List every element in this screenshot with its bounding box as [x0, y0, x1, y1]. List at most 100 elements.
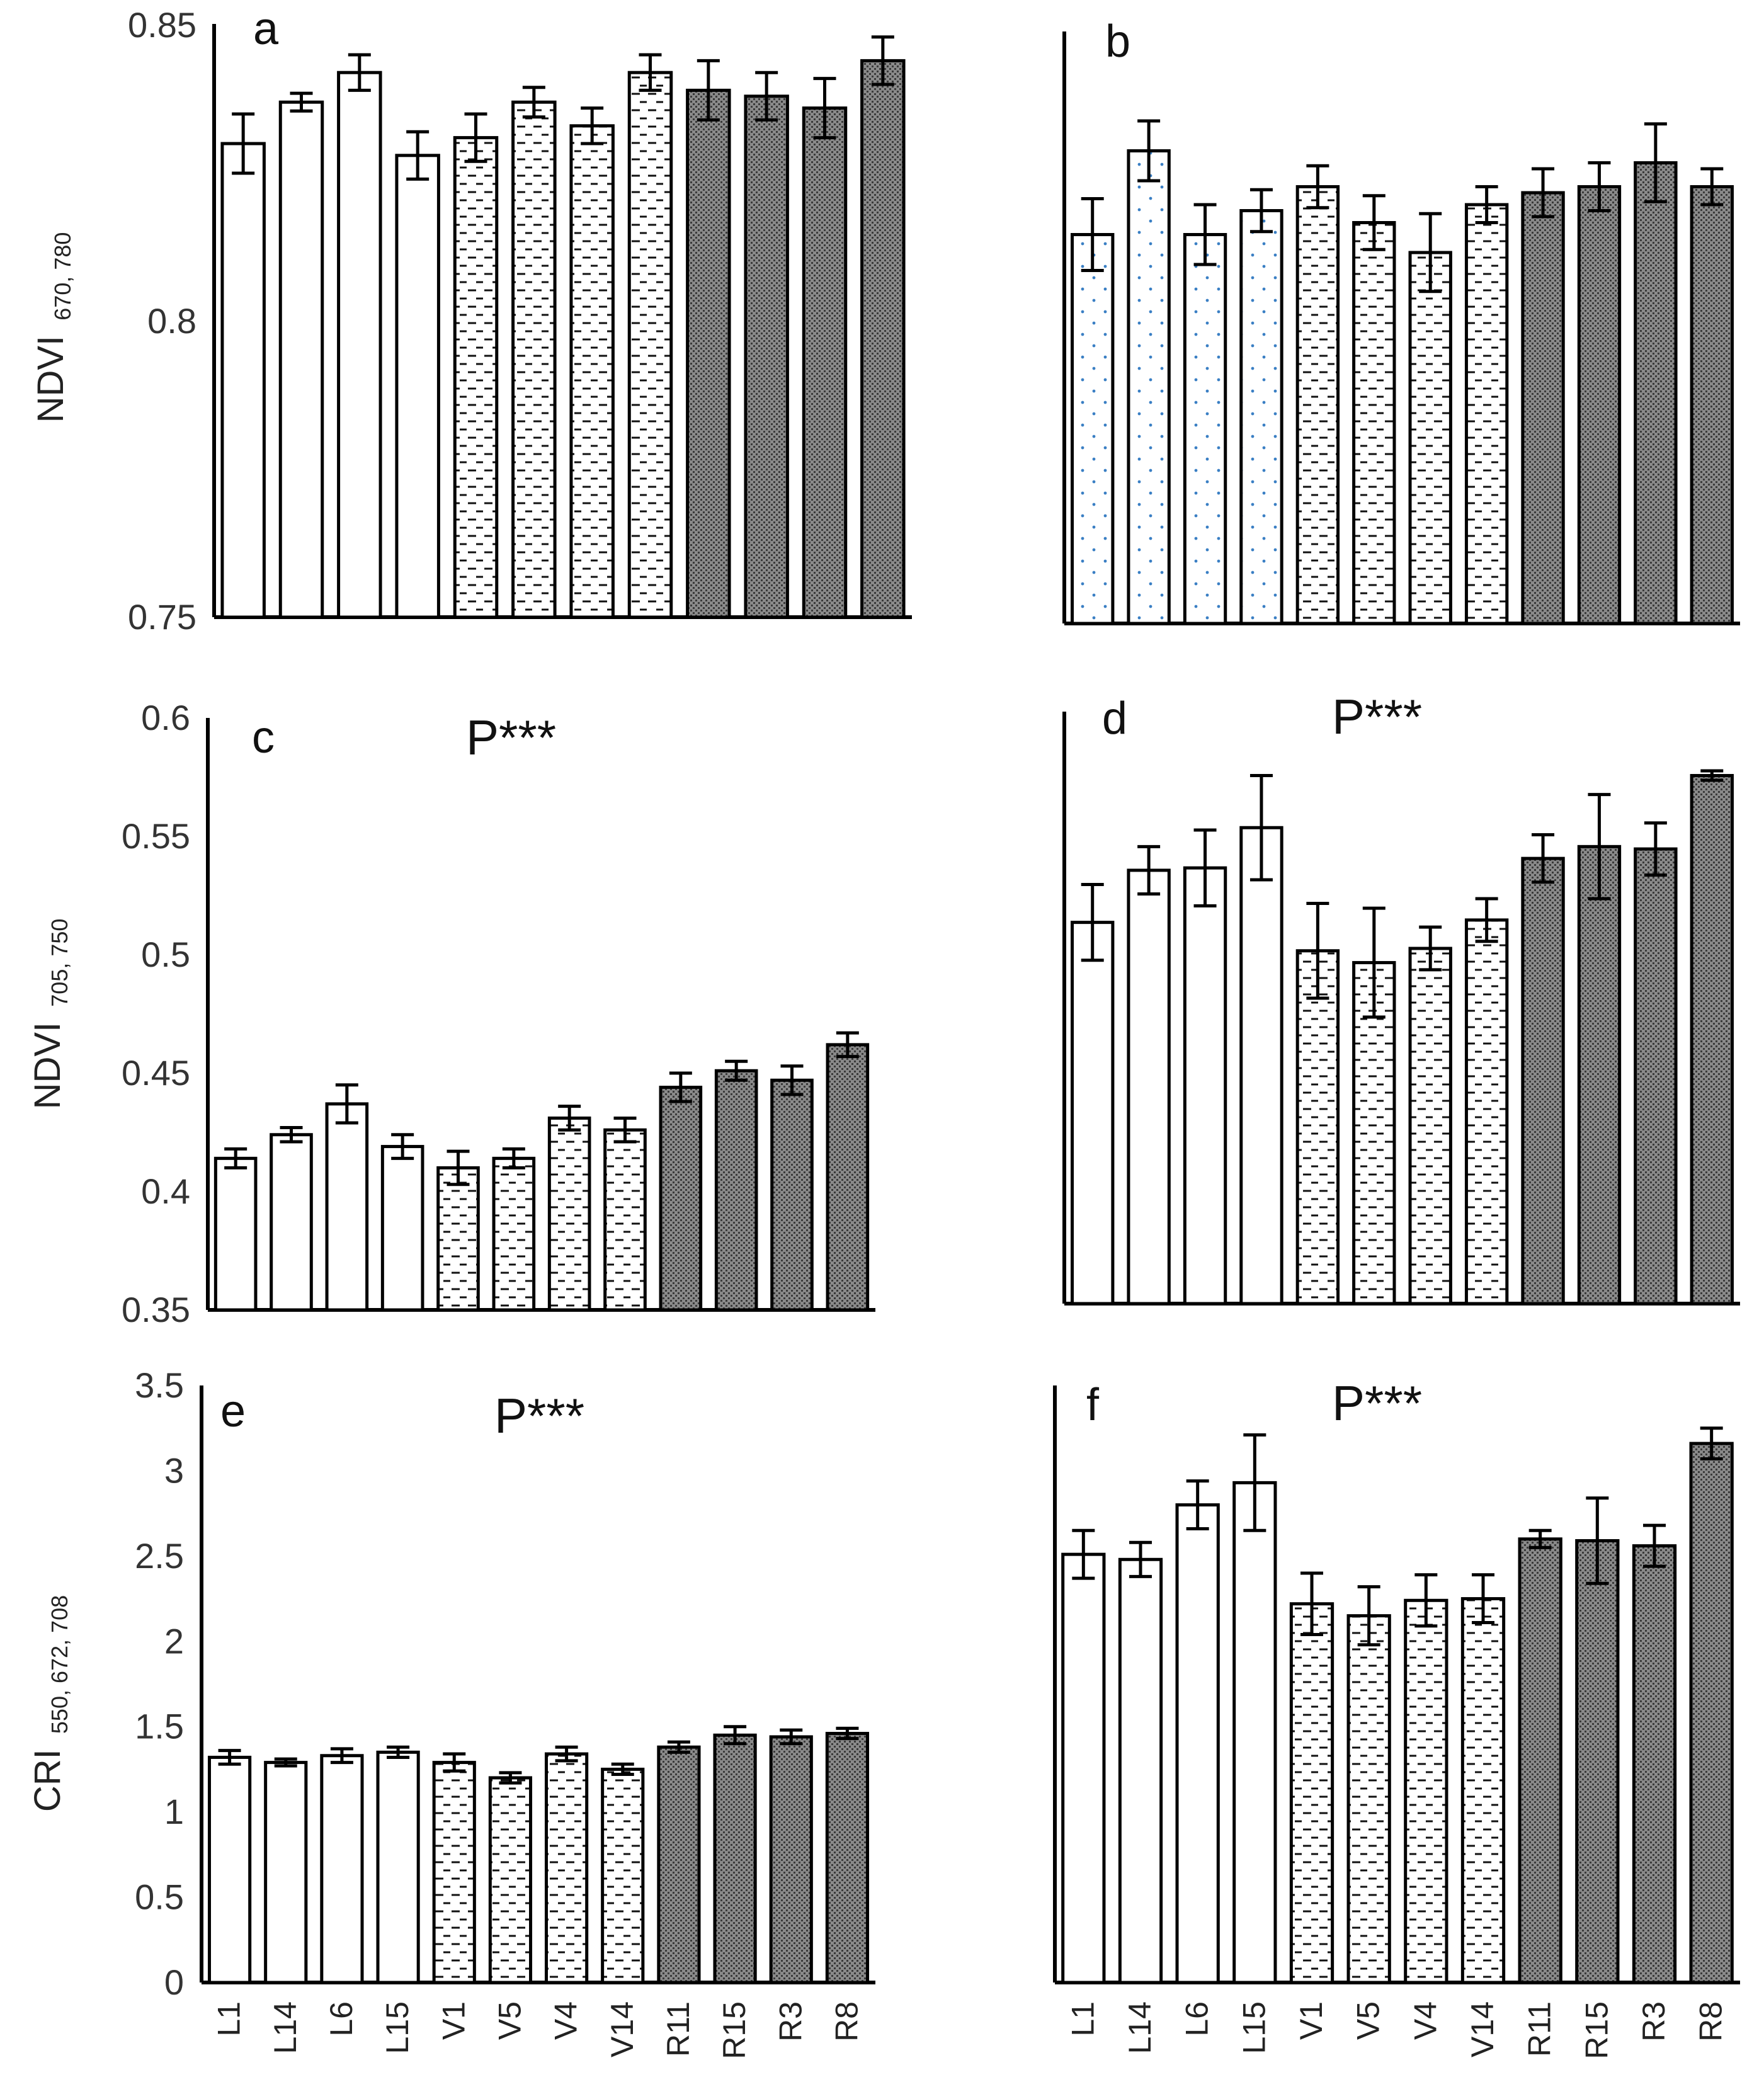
x-tick-label: V5	[492, 2001, 527, 2040]
bar-r15	[744, 94, 789, 619]
bar-r11	[657, 1745, 701, 1984]
error-bar-v1	[1306, 164, 1329, 210]
error-bar-r15	[1588, 793, 1611, 901]
bar-l1	[207, 1755, 252, 1984]
significance-label: P***	[466, 710, 556, 765]
bar-l14	[1127, 149, 1171, 625]
bar-v4	[1404, 1598, 1448, 1984]
y-tick-label: 2.5	[135, 1536, 184, 1576]
error-bar-l6	[330, 1747, 353, 1765]
error-bar-r3	[780, 1728, 803, 1746]
bar-v5	[1352, 961, 1396, 1306]
significance-label: P***	[1332, 1375, 1422, 1431]
error-bar-l6	[1193, 203, 1217, 266]
panel-f: f P*** L1 L14 L6 L15 V1 V5 V4 V14 R11 R15 R3 R8	[1053, 1375, 1740, 2059]
error-bar-v5	[499, 1771, 522, 1785]
bar-r11	[1521, 191, 1565, 625]
bar-l1	[1061, 1552, 1106, 1984]
bar-r11	[659, 1086, 703, 1312]
y-tick-labels: 0.75 0.8 0.85	[128, 5, 196, 637]
error-bar-v4	[581, 106, 604, 145]
bar-v5	[492, 1156, 536, 1312]
x-tick-label: L14	[1122, 2001, 1158, 2054]
error-bar-v1	[464, 112, 487, 163]
x-tick-label: R15	[1579, 2001, 1614, 2059]
error-bar-r8	[1700, 1426, 1723, 1460]
y-axis-label-main: NDVI	[27, 1022, 68, 1110]
error-bar-r15	[1586, 1496, 1609, 1585]
bar-l6	[320, 1754, 364, 1984]
bar-r15	[1577, 845, 1622, 1306]
bar-series	[207, 1725, 870, 1984]
x-tick-label: L15	[1236, 2001, 1272, 2054]
bar-v5	[1346, 1614, 1391, 1984]
bar-l15	[1232, 1481, 1277, 1984]
error-bar-v1	[447, 1149, 470, 1186]
error-bar-r3	[1643, 1523, 1666, 1568]
bar-l6	[1183, 233, 1227, 625]
bar-l1	[220, 142, 266, 619]
panel-c: 0.35 0.4 0.45 0.5 0.55 0.6 c P*** NDVI 705, 7…	[27, 698, 875, 1329]
bar-v14	[601, 1767, 645, 1984]
significance-label: P***	[494, 1388, 584, 1443]
x-tick-label: R15	[717, 2001, 752, 2059]
error-bar-r15	[724, 1725, 747, 1746]
bar-r3	[1634, 847, 1678, 1306]
error-bar-l1	[1072, 1528, 1095, 1580]
bar-l1	[1071, 921, 1115, 1306]
error-bar-r11	[669, 1071, 692, 1103]
significance-label: P***	[1332, 689, 1422, 744]
x-tick-labels: L1 L14 L6 L15 V1 V5 V4 V14 R11 R15 R3 R8	[212, 2001, 865, 2059]
bar-l15	[1239, 826, 1283, 1306]
bar-l14	[270, 1133, 313, 1312]
error-bar-l14	[1129, 1540, 1152, 1578]
error-bar-l6	[1193, 828, 1217, 907]
x-tick-label: V14	[1465, 2001, 1500, 2057]
bar-r8	[1690, 774, 1734, 1306]
error-bar-r15	[755, 71, 778, 122]
error-bar-l15	[1249, 774, 1273, 882]
x-tick-label: L14	[268, 2001, 303, 2054]
error-bar-r8	[871, 35, 894, 86]
y-tick-labels: 0.35 0.4 0.45 0.5 0.55 0.6	[122, 698, 190, 1329]
error-bar-l14	[1137, 119, 1161, 183]
bar-v4	[1408, 947, 1452, 1306]
x-tick-label: R11	[661, 2001, 696, 2057]
bar-l14	[278, 100, 324, 619]
error-bar-r3	[1644, 122, 1667, 203]
bar-r11	[686, 88, 731, 619]
x-tick-label: V4	[549, 2001, 584, 2040]
error-bar-l15	[1249, 188, 1273, 234]
error-bar-v14	[611, 1762, 634, 1777]
y-tick-label: 0	[164, 1962, 184, 2002]
error-bar-v4	[558, 1105, 581, 1132]
bar-l1	[1071, 233, 1115, 625]
bar-v5	[488, 1776, 533, 1984]
y-tick-label: 0.4	[141, 1171, 190, 1211]
bar-r3	[802, 106, 848, 619]
y-tick-label: 1.5	[135, 1707, 184, 1746]
bar-r15	[713, 1733, 757, 1984]
bar-l14	[1127, 868, 1171, 1306]
panel-a: 0.75 0.8 0.85 a NDVI 670, 780	[30, 4, 912, 637]
bar-v1	[1295, 949, 1340, 1306]
panel-letter: a	[253, 4, 279, 54]
x-tick-label: V1	[436, 2001, 471, 2040]
x-tick-label: R11	[1522, 2001, 1557, 2057]
error-bar-l14	[274, 1757, 297, 1768]
y-axis-label: NDVI 670, 780	[30, 232, 76, 423]
y-axis-label: CRI 550, 672, 708	[27, 1595, 72, 1812]
bar-series	[220, 35, 906, 619]
error-bar-l15	[387, 1745, 410, 1759]
error-bar-l1	[1081, 197, 1104, 272]
y-tick-label: 0.6	[141, 698, 190, 737]
error-bar-r15	[1588, 161, 1611, 212]
bar-l6	[1183, 866, 1227, 1306]
y-tick-label: 0.55	[122, 816, 190, 856]
bar-r8	[1689, 1442, 1734, 1984]
error-bar-v14	[639, 53, 662, 92]
x-tick-label: V14	[605, 2001, 640, 2057]
bar-v14	[627, 71, 673, 619]
y-tick-label: 0.8	[147, 301, 196, 341]
